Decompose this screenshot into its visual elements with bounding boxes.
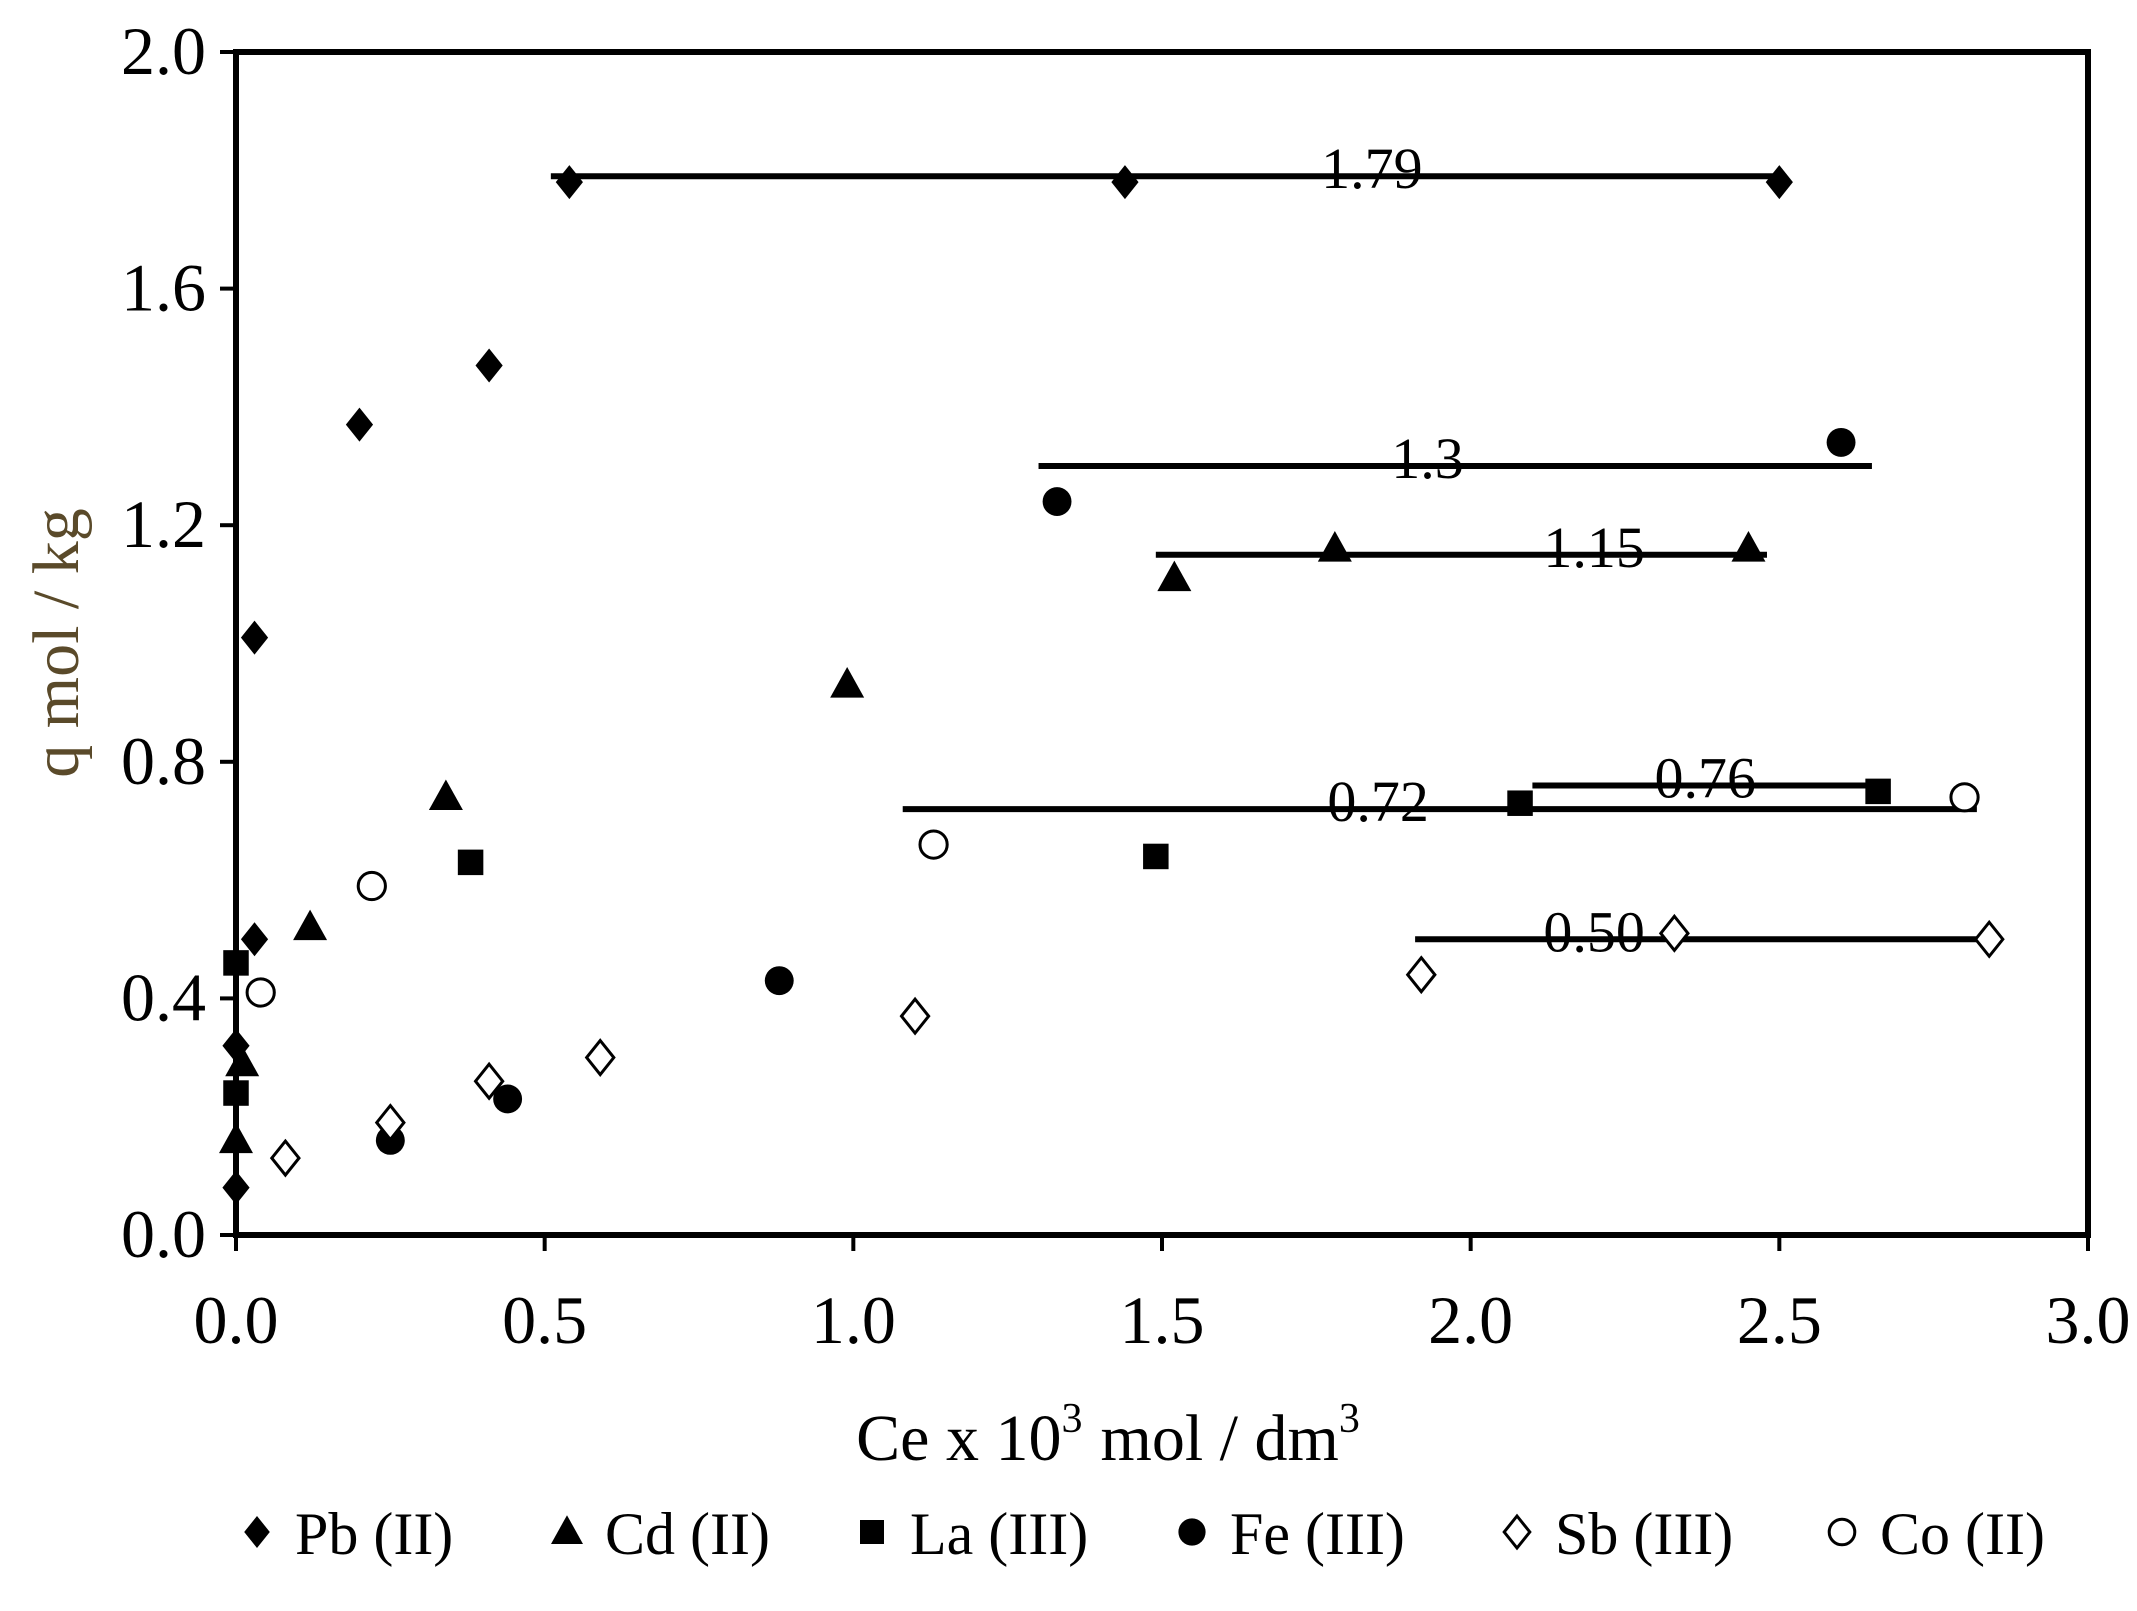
data-point: [918, 829, 949, 860]
data-point: [225, 1045, 260, 1077]
data-point: [555, 165, 583, 200]
plateau-lines: 1.79 1.3 1.15 0.76 0.72 0.50: [550, 136, 1977, 964]
data-point: [1042, 487, 1072, 516]
x-tick-label: 2.0: [1428, 1282, 1513, 1358]
data-point: [1111, 165, 1139, 200]
data-point: [1405, 955, 1437, 995]
data-point: [457, 849, 484, 876]
plateau-label: 1.79: [1321, 136, 1423, 201]
axes: 0.0 0.4 0.8 1.2 1.6 2.0 0.0 0.5 1.0 1.5 2.0 2.5 3.0: [121, 13, 2131, 1358]
y-tick-label: 0.8: [121, 723, 206, 799]
legend-label: Fe (III): [1230, 1501, 1405, 1567]
x-axis-label-unit: mol / dm: [1100, 1402, 1338, 1475]
legend-marker: [244, 1516, 270, 1548]
legend-marker: [860, 1520, 884, 1544]
data-point: [764, 966, 794, 996]
plateau-label: 1.15: [1543, 515, 1645, 580]
legend-marker: [551, 1515, 583, 1544]
x-axis-label-unit-exponent: 3: [1339, 1396, 1360, 1442]
data-point: [1731, 531, 1766, 562]
data-point: [899, 996, 931, 1036]
data-point: [240, 922, 269, 957]
y-tick-label: 2.0: [121, 13, 206, 89]
data-point: [1949, 782, 1980, 813]
legend-marker: [1502, 1513, 1532, 1551]
data-point: [223, 950, 249, 976]
data-point: [1157, 560, 1192, 592]
y-tick-label: 1.2: [121, 486, 206, 562]
data-point: [1507, 790, 1533, 816]
data-point: [240, 620, 269, 655]
y-tick-label: 0.0: [121, 1196, 206, 1272]
data-point: [374, 1103, 406, 1143]
series-sb-iii: [269, 913, 2005, 1178]
x-tick-label: 0.5: [502, 1282, 587, 1358]
data-point: [493, 1084, 523, 1114]
series-cd-ii: [219, 531, 1766, 1154]
series-pb-ii: [222, 165, 1793, 1205]
legend-label: Co (II): [1880, 1501, 2045, 1567]
y-tick-label: 0.4: [121, 959, 206, 1035]
x-tick-label: 0.0: [194, 1282, 279, 1358]
data-point: [222, 1170, 250, 1205]
x-tick-label: 3.0: [2046, 1282, 2131, 1358]
data-point: [219, 1122, 253, 1154]
data-point: [1317, 531, 1352, 562]
data-point: [245, 977, 276, 1008]
data-point: [1826, 427, 1856, 457]
y-tick-label: 1.6: [121, 250, 206, 326]
data-point: [1143, 843, 1169, 870]
y-axis-label: q mol / kg: [20, 508, 93, 778]
data-point: [356, 870, 387, 902]
data-point: [830, 667, 865, 698]
legend-label: Cd (II): [605, 1501, 770, 1567]
data-points: [219, 165, 2005, 1205]
x-axis-label: Ce x 103 mol / dm3: [856, 1396, 1360, 1475]
x-axis-label-exponent: 3: [1061, 1396, 1082, 1442]
data-point: [345, 407, 374, 442]
plateau-label: 0.72: [1327, 769, 1429, 834]
plateau-label: 0.76: [1655, 745, 1757, 810]
legend-label: Sb (III): [1555, 1501, 1733, 1567]
legend-label: La (III): [910, 1501, 1088, 1567]
data-point: [584, 1038, 616, 1077]
x-tick-label: 1.0: [811, 1282, 896, 1358]
data-point: [1973, 919, 2005, 959]
x-axis-label-main: Ce x 10: [856, 1402, 1061, 1475]
data-point: [473, 1061, 505, 1101]
data-point: [475, 348, 503, 383]
data-point: [269, 1138, 301, 1178]
legend: Pb (II) Cd (II) La (III) Fe (III) Sb (III) Co…: [244, 1501, 2045, 1567]
plot-area-frame: [233, 49, 2091, 1238]
x-tick-label: 2.5: [1737, 1282, 1822, 1358]
series-co-ii: [245, 782, 1980, 1008]
data-point: [293, 909, 328, 941]
legend-label: Pb (II): [295, 1501, 453, 1567]
data-point: [1658, 913, 1690, 953]
legend-marker: [1827, 1517, 1857, 1547]
data-point: [428, 779, 463, 811]
x-tick-label: 1.5: [1120, 1282, 1205, 1358]
plateau-label: 1.3: [1391, 426, 1464, 491]
data-point: [1765, 165, 1793, 200]
legend-marker: [1178, 1518, 1206, 1546]
data-point: [1865, 778, 1891, 805]
series-la-iii: [223, 778, 1891, 1106]
plateau-label: 0.50: [1543, 899, 1645, 964]
data-point: [223, 1080, 249, 1106]
